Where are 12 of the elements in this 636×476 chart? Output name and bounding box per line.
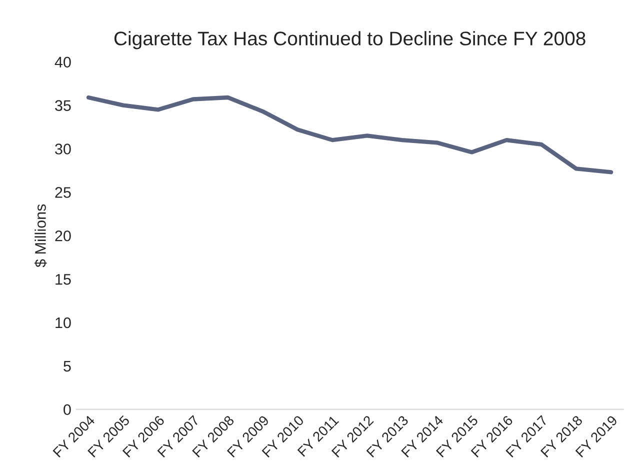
line-series xyxy=(86,95,614,174)
y-tick-label: 10 xyxy=(56,317,71,328)
y-tick-label: 30 xyxy=(55,144,71,154)
y-tick-label: 35 xyxy=(55,100,71,111)
y-tick-label: 40 xyxy=(54,56,71,68)
y-tick-label: 0 xyxy=(64,404,71,416)
y-tick-label: 5 xyxy=(64,360,71,372)
y-tick-label: 15 xyxy=(56,274,71,285)
y-tick-label: 25 xyxy=(55,187,71,198)
y-tick-label: 20 xyxy=(55,230,71,242)
chart-title: Cigarette Tax Has Continued to Decline Since FY 2008 xyxy=(114,31,586,50)
y-axis-title: $ Millions xyxy=(34,204,47,268)
